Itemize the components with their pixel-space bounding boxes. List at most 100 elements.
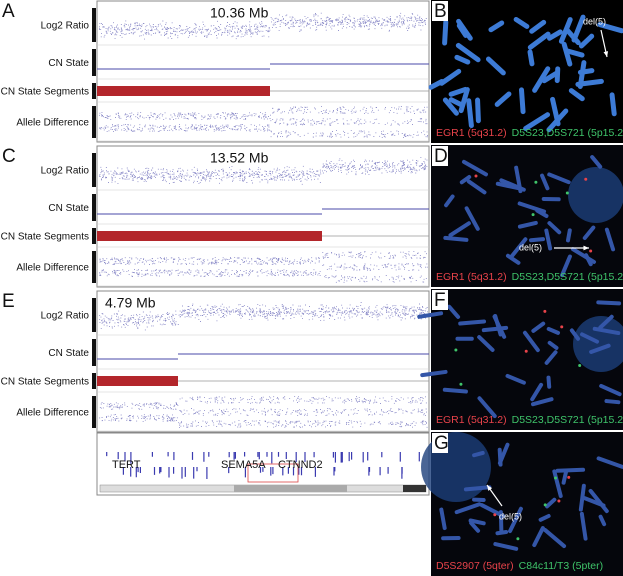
chromosome	[590, 155, 603, 169]
panel-letter: G	[434, 433, 449, 454]
chromosome	[577, 68, 595, 75]
chromosome	[561, 41, 573, 67]
probe-signal	[534, 180, 538, 184]
chromosome	[463, 485, 492, 492]
panel-letter: D	[434, 146, 448, 167]
track-label: Allele Difference	[16, 263, 89, 274]
chromosome	[554, 66, 561, 84]
probe-signal	[454, 348, 458, 352]
chromosome	[481, 325, 509, 333]
chromosome	[493, 542, 519, 551]
cn-segment	[97, 86, 270, 96]
track-label: Log2 Ratio	[41, 21, 90, 32]
chromosome	[530, 397, 554, 407]
letter-box	[432, 146, 448, 166]
nucleus	[421, 432, 491, 502]
chromosome	[464, 206, 480, 231]
chromosome	[529, 19, 547, 34]
track-bar	[92, 251, 96, 283]
chromosome	[456, 23, 469, 38]
ideogram-band	[234, 485, 347, 492]
chromosome	[439, 68, 462, 86]
chromosome	[505, 373, 526, 385]
chromosome	[578, 483, 586, 512]
gene-label: CTNND2	[278, 459, 323, 471]
chromosome	[560, 254, 572, 278]
probe-signal	[565, 191, 569, 195]
arrow-head	[487, 485, 493, 491]
track-bar	[92, 396, 96, 428]
chromosome	[518, 87, 526, 115]
chromosome	[570, 247, 596, 264]
chromosome	[598, 514, 607, 527]
panel-letter: C	[2, 146, 16, 167]
probe-signal	[531, 213, 535, 217]
chromosome	[546, 375, 552, 389]
arrow-head	[583, 245, 589, 251]
probe-text: EGR1 (5q31.2)	[436, 271, 507, 283]
chromosome	[579, 511, 588, 541]
chromosome	[485, 56, 506, 76]
gene-highlight	[247, 463, 299, 483]
panel-letter: E	[2, 291, 15, 312]
chromosome	[555, 467, 586, 473]
chromosome	[604, 227, 616, 252]
probe-signal	[516, 537, 520, 541]
allele-dots	[99, 106, 428, 138]
chromosome	[443, 235, 469, 242]
probe-signal	[578, 363, 582, 367]
chromosome	[547, 172, 571, 185]
probe-signal	[560, 325, 564, 329]
probe-line: EGR1 (5q31.2) D5S23,D5S721 (5p15.2)	[436, 271, 623, 283]
chromosome	[604, 399, 621, 405]
size-label: 13.52 Mb	[210, 150, 269, 166]
chromosome	[582, 225, 596, 241]
chromosome	[571, 14, 586, 43]
probe-text: EGR1 (5q31.2)	[436, 414, 507, 426]
chromosome	[448, 97, 464, 108]
gene-label: TERT	[112, 459, 141, 471]
chromosome	[458, 87, 470, 114]
letter-box	[432, 433, 448, 453]
chromosome	[505, 253, 521, 265]
chromosome	[509, 237, 528, 260]
track-label: CN State Segments	[1, 377, 89, 388]
probe-signal	[554, 476, 558, 480]
probe-signal	[589, 249, 593, 253]
track-bar	[92, 8, 96, 42]
probe-line: D5S2907 (5qter) C84c11/T3 (5pter)	[436, 560, 603, 572]
log2-dots	[99, 302, 428, 331]
probe-line: EGR1 (5q31.2) D5S23,D5S721 (5p15.2)	[436, 127, 623, 139]
chromosome	[569, 328, 581, 341]
chromosome	[495, 530, 509, 536]
probe-text: D5S23,D5S721 (5p15.2)	[512, 127, 623, 139]
track-bar	[92, 228, 96, 244]
chromosome	[530, 382, 544, 402]
chromosome	[458, 319, 487, 326]
chromosome	[468, 518, 486, 526]
chromosome	[513, 16, 530, 29]
chromosome	[454, 54, 471, 65]
chromosome	[477, 396, 497, 419]
chromosome	[469, 521, 481, 533]
allele-dots	[99, 251, 428, 283]
panel-frame	[96, 145, 430, 288]
chromosome	[420, 369, 448, 378]
chromosome	[578, 33, 595, 49]
panel-letter: B	[434, 1, 447, 22]
chromosome	[544, 228, 553, 251]
chromosome	[589, 343, 611, 354]
chromosome	[564, 48, 585, 58]
arrow-head	[603, 51, 609, 57]
chromosome	[499, 178, 526, 192]
track-label: CN State	[48, 203, 89, 214]
chromosome	[444, 194, 455, 208]
chromosome	[599, 383, 622, 397]
chromosome	[442, 387, 468, 394]
chromosome	[508, 506, 523, 534]
chromosome	[492, 314, 507, 339]
chromosome	[546, 29, 563, 41]
track-label: CN State	[48, 348, 89, 359]
chromosome	[550, 96, 561, 127]
